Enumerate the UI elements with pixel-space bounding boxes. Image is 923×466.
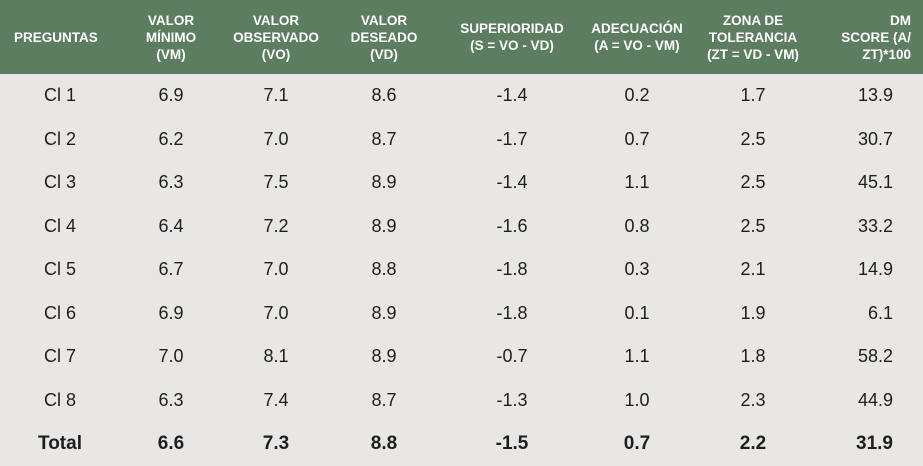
cell-dm-score: 33.2: [857, 215, 893, 236]
cell-zona-tolerancia: 2.5: [740, 172, 766, 193]
cell-zona-tolerancia: 1.8: [740, 346, 766, 367]
cell-pregunta: Cl 6: [44, 302, 77, 323]
cell-pregunta: Total: [38, 432, 82, 454]
cell-valor-deseado: 8.7: [371, 389, 397, 410]
cell-zona-tolerancia: 1.9: [740, 302, 766, 323]
header-dm-score: DM SCORE (A/ ZT)*100: [841, 12, 911, 62]
cell-adecuacion: 0.7: [624, 128, 650, 149]
cell-valor-observado: 7.3: [262, 432, 290, 454]
cell-zona-tolerancia: 2.5: [740, 215, 766, 236]
cell-zona-tolerancia: 2.3: [740, 389, 766, 410]
header-adecuacion: ADECUACIÓN (A = VO - VM): [591, 21, 683, 53]
cell-superioridad: -1.7: [496, 128, 528, 149]
table-body: Cl 1 6.9 7.1 8.6 -1.4 0.2 1.7 13.9 Cl 2 6.2 7.0 8.7…: [0, 74, 923, 466]
header-superioridad: SUPERIORIDAD (S = VO - VD): [460, 21, 564, 53]
cell-pregunta: Cl 7: [44, 346, 77, 367]
header-row: PREGUNTAS VALOR MÍNIMO (VM) VALOR OBSERV…: [0, 0, 923, 74]
table-row: Cl 1 6.9 7.1 8.6 -1.4 0.2 1.7 13.9: [0, 74, 923, 118]
cell-adecuacion: 0.7: [623, 432, 651, 454]
cell-valor-minimo: 6.4: [158, 215, 184, 236]
cell-valor-minimo: 6.3: [158, 389, 184, 410]
cell-valor-deseado: 8.7: [371, 128, 397, 149]
cell-adecuacion: 0.3: [624, 259, 650, 280]
table-row: Cl 7 7.0 8.1 8.9 -0.7 1.1 1.8 58.2: [0, 335, 923, 379]
cell-zona-tolerancia: 2.1: [740, 259, 766, 280]
cell-pregunta: Cl 3: [44, 172, 77, 193]
cell-valor-observado: 7.4: [263, 389, 289, 410]
cell-valor-minimo: 6.2: [158, 128, 184, 149]
cell-valor-observado: 7.0: [263, 302, 289, 323]
cell-valor-deseado: 8.9: [371, 346, 397, 367]
cell-pregunta: Cl 8: [44, 389, 77, 410]
cell-dm-score: 30.7: [857, 128, 893, 149]
cell-adecuacion: 0.2: [624, 85, 650, 106]
cell-dm-score: 58.2: [857, 346, 893, 367]
cell-dm-score: 6.1: [867, 302, 893, 323]
cell-valor-minimo: 6.6: [157, 432, 185, 454]
total-row: Total 6.6 7.3 8.8 -1.5 0.7 2.2 31.9: [0, 422, 923, 466]
table-row: Cl 2 6.2 7.0 8.7 -1.7 0.7 2.5 30.7: [0, 118, 923, 162]
cell-dm-score: 14.9: [857, 259, 893, 280]
header-valor-deseado: VALOR DESEADO (VD): [350, 12, 418, 62]
cell-pregunta: Cl 1: [44, 85, 77, 106]
header-valor-minimo: VALOR MÍNIMO (VM): [145, 12, 197, 62]
cell-dm-score: 13.9: [857, 85, 893, 106]
cell-valor-minimo: 6.9: [158, 85, 184, 106]
cell-dm-score: 44.9: [857, 389, 893, 410]
cell-adecuacion: 1.1: [624, 346, 650, 367]
cell-superioridad: -1.8: [496, 259, 528, 280]
table-row: Cl 3 6.3 7.5 8.9 -1.4 1.1 2.5 45.1: [0, 161, 923, 205]
cell-adecuacion: 0.1: [624, 302, 650, 323]
cell-superioridad: -1.8: [496, 302, 528, 323]
header-valor-observado: VALOR OBSERVADO (VO): [233, 12, 319, 62]
cell-superioridad: -1.4: [496, 85, 528, 106]
cell-dm-score: 31.9: [856, 432, 893, 454]
cell-valor-deseado: 8.8: [370, 432, 398, 454]
cell-valor-observado: 7.5: [263, 172, 289, 193]
cell-pregunta: Cl 2: [44, 128, 77, 149]
cell-zona-tolerancia: 2.5: [740, 128, 766, 149]
cell-valor-observado: 7.2: [263, 215, 289, 236]
cell-valor-deseado: 8.8: [371, 259, 397, 280]
cell-superioridad: -1.5: [495, 432, 529, 454]
cell-superioridad: -1.3: [496, 389, 528, 410]
cell-valor-minimo: 6.3: [158, 172, 184, 193]
cell-valor-observado: 7.0: [263, 128, 289, 149]
header-preguntas: PREGUNTAS: [14, 29, 98, 45]
table-header: PREGUNTAS VALOR MÍNIMO (VM) VALOR OBSERV…: [0, 0, 923, 74]
cell-valor-deseado: 8.9: [371, 302, 397, 323]
cell-dm-score: 45.1: [857, 172, 893, 193]
cell-zona-tolerancia: 2.2: [739, 432, 767, 454]
table-row: Cl 8 6.3 7.4 8.7 -1.3 1.0 2.3 44.9: [0, 379, 923, 423]
cell-valor-observado: 7.1: [263, 85, 289, 106]
cell-pregunta: Cl 5: [44, 259, 77, 280]
cell-valor-deseado: 8.6: [371, 85, 397, 106]
cell-adecuacion: 1.1: [624, 172, 650, 193]
cell-zona-tolerancia: 1.7: [740, 85, 766, 106]
cell-valor-deseado: 8.9: [371, 172, 397, 193]
cell-superioridad: -0.7: [496, 346, 528, 367]
cell-adecuacion: 1.0: [624, 389, 650, 410]
cell-superioridad: -1.6: [496, 215, 528, 236]
table-row: Cl 4 6.4 7.2 8.9 -1.6 0.8 2.5 33.2: [0, 205, 923, 249]
cell-pregunta: Cl 4: [44, 215, 77, 236]
cell-valor-deseado: 8.9: [371, 215, 397, 236]
table-row: Cl 6 6.9 7.0 8.9 -1.8 0.1 1.9 6.1: [0, 292, 923, 336]
cell-valor-minimo: 7.0: [158, 346, 184, 367]
cell-valor-observado: 8.1: [263, 346, 289, 367]
table-row: Cl 5 6.7 7.0 8.8 -1.8 0.3 2.1 14.9: [0, 248, 923, 292]
cell-valor-minimo: 6.9: [158, 302, 184, 323]
header-zona-tolerancia: ZONA DE TOLERANCIA (ZT = VD - VM): [707, 12, 799, 62]
cell-valor-minimo: 6.7: [158, 259, 184, 280]
cell-adecuacion: 0.8: [624, 215, 650, 236]
cell-superioridad: -1.4: [496, 172, 528, 193]
cell-valor-observado: 7.0: [263, 259, 289, 280]
